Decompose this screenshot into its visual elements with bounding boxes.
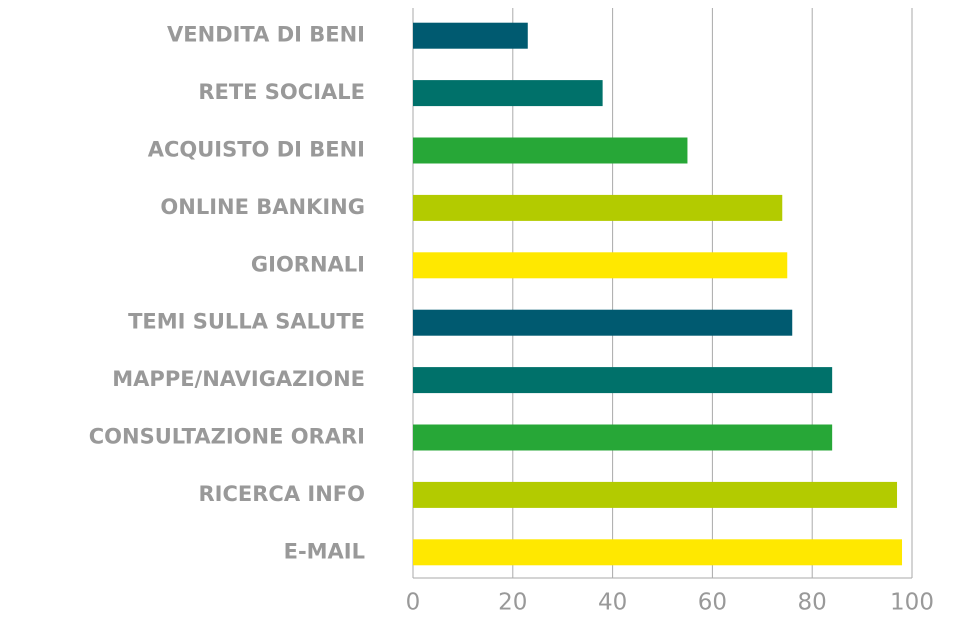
bar [413, 22, 528, 49]
x-tick-label: 40 [598, 590, 627, 616]
bar [413, 367, 833, 394]
y-tick-label: CONSULTAZIONE ORARI [89, 425, 365, 449]
x-tick-label: 100 [890, 590, 934, 616]
bar [413, 80, 603, 107]
bar [413, 539, 903, 566]
x-tick-label: 0 [406, 590, 421, 616]
bar [413, 137, 688, 164]
bar [413, 309, 793, 336]
x-tick-label: 60 [698, 590, 727, 616]
y-tick-label: GIORNALI [251, 252, 365, 276]
x-tick-label: 20 [498, 590, 527, 616]
y-tick-label: E-MAIL [284, 539, 365, 563]
y-tick-label: ACQUISTO DI BENI [148, 138, 365, 162]
y-tick-label: MAPPE/NAVIGAZIONE [112, 367, 365, 391]
bar [413, 424, 833, 451]
y-tick-label: VENDITA DI BENI [167, 23, 365, 47]
y-tick-label: ONLINE BANKING [160, 195, 365, 219]
bar [413, 252, 788, 279]
y-tick-label: RICERCA INFO [199, 482, 365, 506]
bar [413, 194, 783, 221]
bar [413, 481, 898, 508]
y-tick-label: TEMI SULLA SALUTE [128, 310, 365, 334]
y-tick-label: RETE SOCIALE [198, 80, 365, 104]
x-tick-label: 80 [798, 590, 827, 616]
